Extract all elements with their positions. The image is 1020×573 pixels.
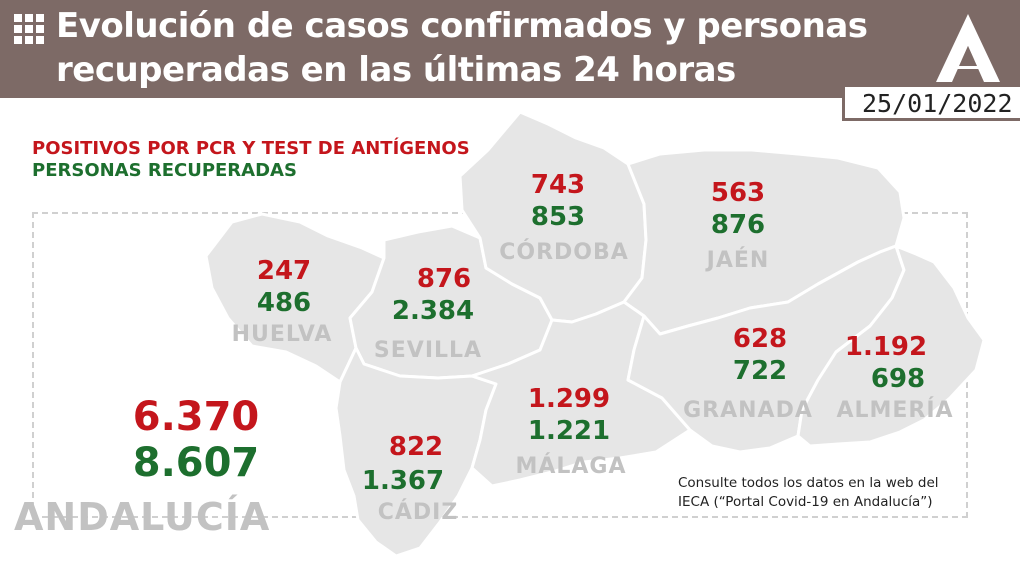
cadiz-label: CÁDIZ [377,500,459,525]
total-recovered: 8.607 [132,440,260,486]
granada-label: GRANADA [683,398,813,423]
sevilla-positives: 876 [416,264,472,294]
region-label: ANDALUCÍA [14,495,271,539]
cadiz-positives: 822 [388,432,444,462]
almeria-recovered: 698 [870,364,926,394]
page-title: Evolución de casos confirmados y persona… [56,4,876,92]
report-date: 25/01/2022 [862,89,1013,118]
jaen-label: JAÉN [706,248,770,273]
title-line-2: recuperadas en las últimas 24 horas [56,50,736,90]
cordoba-recovered: 853 [530,202,586,232]
granada-recovered: 722 [732,356,788,386]
almeria-label: ALMERÍA [836,398,954,423]
malaga-recovered: 1.221 [527,416,611,446]
malaga-label: MÁLAGA [515,454,627,479]
huelva-positives: 247 [256,256,312,286]
sevilla-label: SEVILLA [373,338,483,363]
grid-icon [14,14,44,44]
date-box [842,87,1020,121]
junta-andalucia-logo-icon [936,14,1000,82]
cordoba-label: CÓRDOBA [499,240,629,265]
total-positives: 6.370 [132,394,260,440]
jaen-recovered: 876 [710,210,766,240]
jaen-positives: 563 [710,178,766,208]
legend-positives: POSITIVOS POR PCR Y TEST DE ANTÍGENOS [32,138,470,159]
source-note-line-1: Consulte todos los datos en la web del [678,475,939,491]
almeria-positives: 1.192 [844,332,928,362]
province-shape-almeria [796,244,986,448]
header-bar [0,0,1020,98]
sevilla-recovered: 2.384 [391,296,475,326]
huelva-recovered: 486 [256,288,312,318]
malaga-positives: 1.299 [527,384,611,414]
source-note: Consulte todos los datos en la web del I… [678,474,968,512]
source-note-line-2: IECA (“Portal Covid-19 en Andalucía”) [678,494,933,510]
title-line-1: Evolución de casos confirmados y persona… [56,6,868,46]
cadiz-recovered: 1.367 [361,466,445,496]
legend-recovered: PERSONAS RECUPERADAS [32,160,297,181]
province-shape-cadiz [334,346,498,558]
huelva-label: HUELVA [231,322,333,347]
granada-positives: 628 [732,324,788,354]
cordoba-positives: 743 [530,170,586,200]
